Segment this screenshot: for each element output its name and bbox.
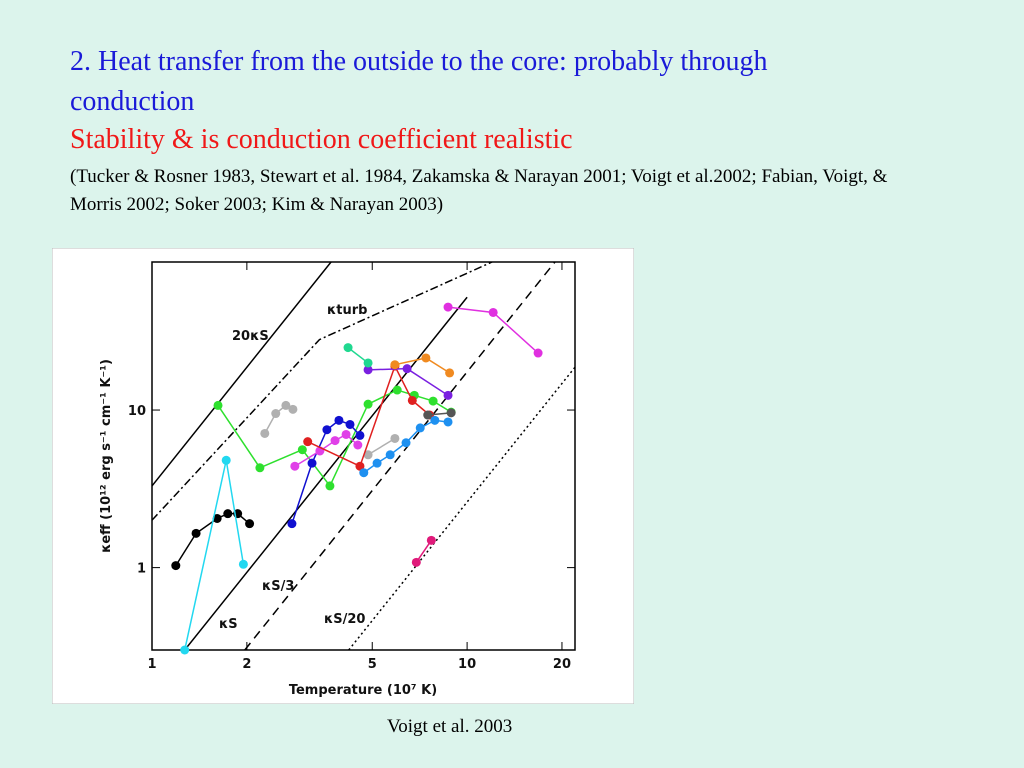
data-point	[322, 425, 332, 435]
reference-label: 20κS	[232, 329, 269, 344]
data-point	[307, 458, 317, 468]
x-tick-label: 2	[242, 657, 251, 672]
data-point	[288, 404, 298, 414]
data-point	[443, 390, 453, 400]
data-point	[355, 430, 365, 440]
chart-background	[52, 248, 634, 704]
data-point	[355, 461, 365, 471]
data-point	[363, 365, 373, 375]
data-point	[402, 364, 412, 374]
x-tick-label: 10	[458, 657, 476, 672]
citation: (Tucker & Rosner 1983, Stewart et al. 19…	[70, 166, 888, 215]
data-point	[363, 358, 373, 368]
data-point	[287, 519, 297, 529]
reference-line	[184, 296, 468, 650]
y-tick-label: 10	[128, 404, 146, 419]
data-point	[245, 519, 255, 529]
x-tick-label: 20	[553, 657, 571, 672]
data-point	[407, 395, 417, 405]
y-axis-label: κeff (10¹² erg s⁻¹ cm⁻¹ K⁻¹)	[99, 359, 114, 553]
series-line	[367, 437, 396, 456]
data-point	[446, 408, 456, 418]
data-point	[238, 559, 248, 569]
data-point	[445, 368, 455, 378]
data-point	[281, 400, 291, 410]
data-point	[221, 455, 231, 465]
caption: Voigt et al. 2003	[387, 716, 513, 737]
data-point	[213, 400, 223, 410]
data-point	[443, 302, 453, 312]
data-point	[290, 461, 300, 471]
data-point	[488, 307, 498, 317]
chart: Temperature (10⁷ K) κeff (10¹² erg s⁻¹ c…	[52, 248, 634, 704]
data-point	[353, 440, 363, 450]
x-tick-label: 5	[368, 657, 377, 672]
data-point	[359, 468, 369, 478]
reference-label: κturb	[327, 303, 367, 318]
data-point	[171, 561, 181, 571]
data-point	[423, 410, 433, 420]
data-point	[325, 481, 335, 491]
data-point	[363, 450, 373, 460]
data-point	[255, 463, 265, 473]
data-point	[260, 428, 270, 438]
data-point	[421, 353, 431, 363]
subheading: Stability & is conduction coefficient re…	[70, 124, 573, 155]
data-point	[212, 513, 222, 523]
x-tick-label: 1	[147, 657, 156, 672]
reference-line	[152, 262, 493, 521]
data-point	[180, 645, 190, 655]
data-point	[330, 436, 340, 446]
data-point	[372, 458, 382, 468]
data-point	[341, 429, 351, 439]
x-axis-label: Temperature (10⁷ K)	[289, 683, 437, 698]
data-point	[334, 415, 344, 425]
data-point	[345, 419, 355, 429]
data-point	[430, 415, 440, 425]
data-point	[415, 423, 425, 433]
data-point	[343, 343, 353, 353]
data-point	[191, 528, 201, 538]
data-point	[428, 396, 438, 406]
data-point	[271, 409, 281, 419]
data-point	[390, 433, 400, 443]
data-point	[401, 438, 411, 448]
data-point	[533, 348, 543, 358]
y-tick-label: 1	[137, 562, 146, 577]
data-point	[297, 445, 307, 455]
data-point	[363, 399, 373, 409]
heading: 2. Heat transfer from the outside to the…	[70, 46, 768, 117]
reference-line	[348, 366, 575, 650]
data-point	[385, 450, 395, 460]
data-point	[411, 557, 421, 567]
data-point	[392, 385, 402, 395]
data-point	[426, 535, 436, 545]
data-point	[443, 417, 453, 427]
data-point	[303, 437, 313, 447]
reference-label: κS/20	[324, 612, 365, 627]
data-point	[223, 509, 233, 519]
data-point	[390, 360, 400, 370]
reference-line	[152, 262, 332, 487]
reference-label: κS	[219, 617, 238, 632]
plot-frame	[151, 261, 576, 651]
reference-label: κS/3	[262, 579, 294, 594]
reference-line	[244, 262, 556, 650]
